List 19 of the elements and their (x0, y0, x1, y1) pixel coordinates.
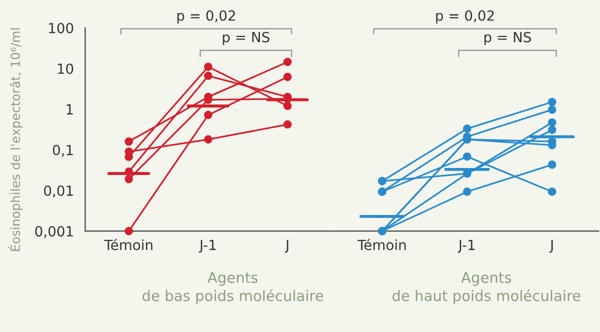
x-tick-label: J (284, 240, 288, 253)
x-tick-label: J (549, 240, 553, 253)
x-tick-label: Témoin (357, 238, 406, 250)
x-axis-title: Agents de bas poids moléculaire (142, 272, 324, 304)
y-tick-label: 100 (49, 22, 74, 34)
x-tick-label: J-1 (458, 240, 475, 253)
annotation: p = NS (484, 32, 531, 46)
x-tick-label: Témoin (104, 238, 152, 250)
annotation: p = NS (222, 32, 270, 46)
y-tick-label: 10 (58, 63, 74, 74)
y-axis-title: Éosinophiles de l'expectorât, 10⁶/ml (8, 28, 22, 251)
y-tick-label: 0,001 (35, 226, 73, 238)
text: p = 0,02 (436, 10, 494, 24)
y-tick-label: 1 (66, 104, 73, 114)
x-axis-title: Agents de haut poids moléculaire (392, 272, 580, 304)
y-tick-label: 0,01 (44, 185, 73, 198)
y-tick-label: 0,1 (52, 144, 73, 157)
x-tick-label: J-1 (198, 240, 216, 253)
text: p = 0,02 (177, 10, 235, 24)
